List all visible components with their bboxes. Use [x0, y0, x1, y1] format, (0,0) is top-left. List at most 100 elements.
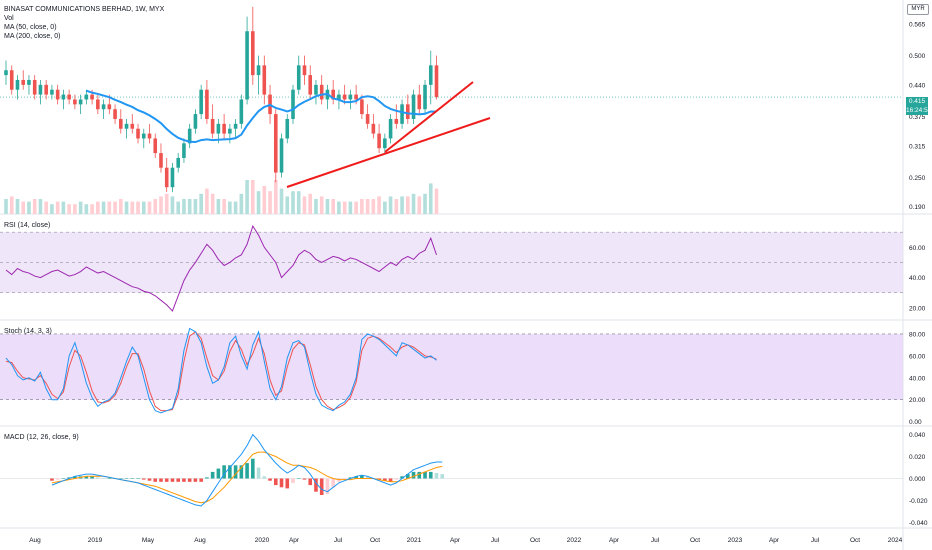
stoch-tick-label: 20.00 — [909, 397, 926, 404]
candle-body — [136, 128, 140, 139]
candle-body — [256, 65, 261, 76]
last-price-tag: 0.415 — [906, 97, 928, 106]
volume-bar — [124, 201, 129, 214]
macd-histogram-bar — [199, 478, 203, 482]
x-tick-label: Jul — [811, 537, 820, 544]
macd-histogram-bar — [130, 478, 135, 479]
volume-bar — [302, 196, 307, 214]
macd-histogram-bar — [141, 478, 146, 480]
candle-body — [199, 89, 203, 115]
candle-body — [147, 133, 152, 139]
candle-body — [216, 123, 221, 134]
candle-body — [319, 84, 324, 100]
candle-body — [394, 118, 399, 124]
rsi-tick-label: 60.00 — [909, 245, 926, 252]
volume-bar — [164, 193, 169, 214]
stoch-band — [0, 333, 903, 400]
macd-histogram-bar — [406, 474, 410, 479]
candle-body — [113, 109, 117, 119]
volume-bar — [187, 199, 192, 214]
candle-body — [296, 65, 301, 90]
candle-body — [101, 104, 106, 110]
candle-body — [61, 94, 66, 100]
volume-bar — [239, 193, 244, 214]
volume-bar — [193, 199, 198, 214]
volume-bar — [38, 199, 43, 214]
x-tick-label: 2023 — [728, 537, 743, 544]
macd-histogram-bar — [360, 475, 364, 479]
axis-ticks: Aug 2019 May Aug 2020 Apr Jul Oct 2021 Apr Jul Oct 2… — [29, 21, 928, 544]
volume-bar — [342, 201, 347, 214]
volume-bar — [423, 193, 427, 214]
candle-body — [354, 94, 358, 100]
rsi-tick-label: 40.00 — [909, 275, 926, 282]
macd-tick-label: -0.020 — [909, 498, 928, 505]
rsi-line — [5, 224, 437, 312]
candle-body — [423, 84, 427, 110]
volume-bar — [308, 193, 313, 214]
candle-body — [159, 153, 163, 168]
currency-badge[interactable]: MYR — [907, 4, 929, 15]
macd-histogram-bar — [182, 478, 186, 482]
stoch-tick-label: 0.00 — [909, 419, 922, 426]
x-tick-label: Apr — [609, 537, 620, 544]
bar-countdown: 16:24:53 — [906, 106, 932, 115]
candle-body — [279, 138, 284, 173]
macd-tick-label: -0.040 — [909, 520, 928, 527]
macd-histogram-bar — [411, 471, 416, 479]
macd-histogram-bar — [428, 471, 433, 479]
macd-histogram-bar — [383, 478, 387, 481]
volume-bar — [55, 201, 60, 214]
volume-bar — [325, 199, 330, 214]
candle-body — [428, 65, 433, 85]
candle-body — [32, 79, 37, 95]
volume-bar — [268, 191, 272, 214]
candle-body — [417, 94, 422, 110]
x-tick-label: May — [142, 537, 155, 544]
candle-body — [302, 65, 307, 76]
candle-body — [4, 70, 8, 76]
candle-body — [130, 123, 135, 129]
volume-bar — [4, 199, 8, 214]
candle-body — [38, 84, 43, 95]
volume-bar — [314, 199, 318, 214]
candle-body — [388, 118, 393, 139]
macd-histogram-bar — [119, 478, 123, 479]
candle-body — [308, 75, 313, 95]
x-tick-label: 2019 — [88, 537, 103, 544]
indicator-bands — [0, 231, 903, 401]
x-tick-label: Jul — [651, 537, 660, 544]
price-tick-label: 0.250 — [909, 175, 926, 182]
volume-bar — [245, 180, 249, 214]
macd-histogram-bar — [256, 467, 261, 479]
macd-histogram-bar — [285, 478, 290, 489]
candle-body — [233, 123, 238, 129]
macd-tick-label: 0.040 — [909, 432, 926, 439]
macd-histogram-bar — [394, 478, 399, 480]
macd-histogram-bar — [222, 465, 226, 479]
volume-bar — [228, 201, 232, 214]
macd-histogram-bar — [136, 478, 140, 479]
candle-body — [96, 99, 100, 110]
candle-body — [434, 65, 439, 98]
price-tick-label: 0.440 — [909, 82, 926, 89]
macd-histogram-bar — [96, 477, 100, 479]
candle-body — [21, 79, 26, 85]
volume-bar — [319, 196, 324, 214]
candle-body — [9, 70, 14, 90]
volume-bar — [136, 201, 140, 214]
candle-body — [55, 89, 60, 100]
macd-histogram-bar — [239, 465, 244, 479]
macd-tick-label: 0.020 — [909, 454, 926, 461]
macd-histogram-bar — [440, 474, 445, 479]
volume-bar — [21, 201, 26, 214]
x-tick-label: Aug — [194, 537, 206, 544]
volume-bar — [73, 204, 77, 214]
macd-histogram-bar — [61, 478, 66, 479]
volume-bar — [61, 201, 66, 214]
ma200-label: MA (200, close, 0) — [4, 33, 61, 40]
candle-body — [78, 99, 83, 105]
macd-histogram-bar — [400, 476, 404, 479]
moving-average-line — [86, 89, 437, 144]
